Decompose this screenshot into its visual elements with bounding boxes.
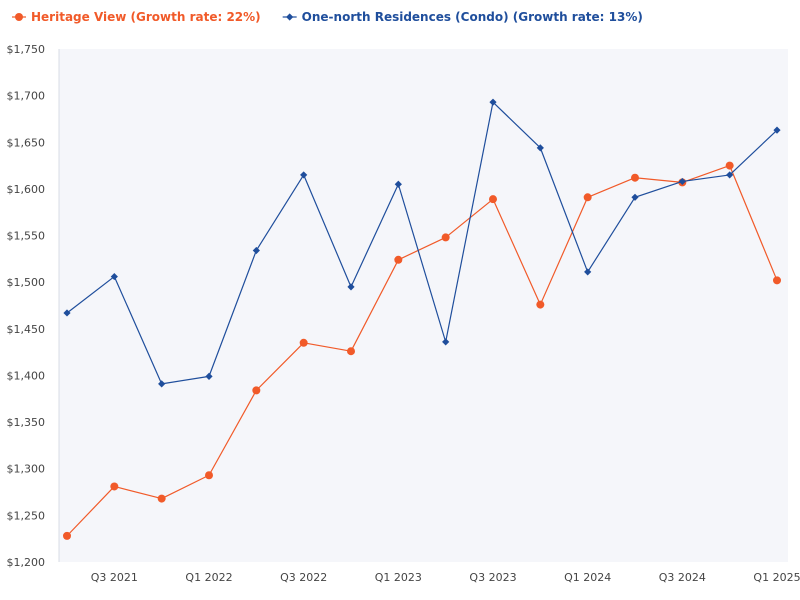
legend-label: Heritage View (Growth rate: 22%) xyxy=(31,10,261,24)
data-point xyxy=(394,180,402,188)
data-point xyxy=(726,171,734,179)
series-line xyxy=(66,101,778,385)
y-axis: $1,200 $1,250 $1,300 $1,350 $1,400 $1,450 $1,5… xyxy=(7,43,46,569)
data-point xyxy=(347,283,355,291)
y-tick-label: $1,450 xyxy=(7,323,46,336)
data-point xyxy=(725,161,734,170)
series-2 xyxy=(63,98,781,388)
y-tick-label: $1,200 xyxy=(7,556,46,569)
legend-circle-icon xyxy=(15,13,23,21)
y-tick-label: $1,550 xyxy=(7,230,46,243)
data-point xyxy=(441,233,450,242)
data-point xyxy=(442,338,450,346)
data-point xyxy=(773,276,781,285)
y-tick-label: $1,700 xyxy=(7,90,46,103)
x-tick-label: Q3 2021 xyxy=(91,571,138,584)
data-point xyxy=(583,193,592,202)
data-point xyxy=(536,144,544,152)
x-tick-label: Q3 2022 xyxy=(280,571,327,584)
data-point xyxy=(300,171,308,179)
plot-area xyxy=(59,49,788,562)
series-line xyxy=(66,164,778,537)
data-point xyxy=(631,193,639,201)
x-tick-label: Q3 2023 xyxy=(469,571,516,584)
legend-item: One-north Residences (Condo) (Growth rat… xyxy=(282,10,643,24)
y-tick-label: $1,650 xyxy=(7,136,46,149)
data-point xyxy=(157,494,166,503)
y-tick-label: $1,400 xyxy=(7,369,46,382)
data-point xyxy=(110,482,119,491)
y-tick-label: $1,300 xyxy=(7,463,46,476)
data-point xyxy=(158,380,166,388)
data-point xyxy=(631,173,639,182)
x-tick-label: Q1 2022 xyxy=(185,571,232,584)
data-point xyxy=(347,347,355,356)
data-point xyxy=(252,246,260,255)
data-point xyxy=(584,268,592,276)
x-axis: Q3 2021 Q1 2022 Q3 2022 Q1 2023 Q3 2023 Q1 20… xyxy=(91,571,800,584)
x-tick-label: Q3 2024 xyxy=(659,571,706,584)
data-point xyxy=(252,386,261,395)
y-tick-label: $1,350 xyxy=(7,416,46,429)
x-tick-label: Q1 2023 xyxy=(375,571,422,584)
data-point xyxy=(205,372,213,380)
y-tick-label: $1,750 xyxy=(7,43,46,56)
legend-diamond-icon xyxy=(286,13,294,21)
y-tick-label: $1,600 xyxy=(7,183,46,196)
data-point xyxy=(489,98,497,106)
data-point xyxy=(536,300,545,309)
data-point xyxy=(63,531,71,540)
legend-item: Heritage View (Growth rate: 22%) xyxy=(12,10,261,24)
data-point xyxy=(773,126,781,134)
series-layer xyxy=(63,98,781,540)
legend-label: One-north Residences (Condo) (Growth rat… xyxy=(302,10,643,24)
data-point xyxy=(489,195,497,204)
data-point xyxy=(394,255,403,264)
data-point xyxy=(299,338,308,347)
data-point xyxy=(205,471,213,480)
data-point xyxy=(110,272,118,281)
x-tick-label: Q1 2024 xyxy=(564,571,611,584)
y-tick-label: $1,500 xyxy=(7,276,46,289)
x-tick-label: Q1 2025 xyxy=(753,571,800,584)
legend: Heritage View (Growth rate: 22%) One-nort… xyxy=(12,10,643,24)
data-point xyxy=(63,309,71,317)
y-tick-label: $1,250 xyxy=(7,509,46,522)
data-point xyxy=(678,177,686,186)
